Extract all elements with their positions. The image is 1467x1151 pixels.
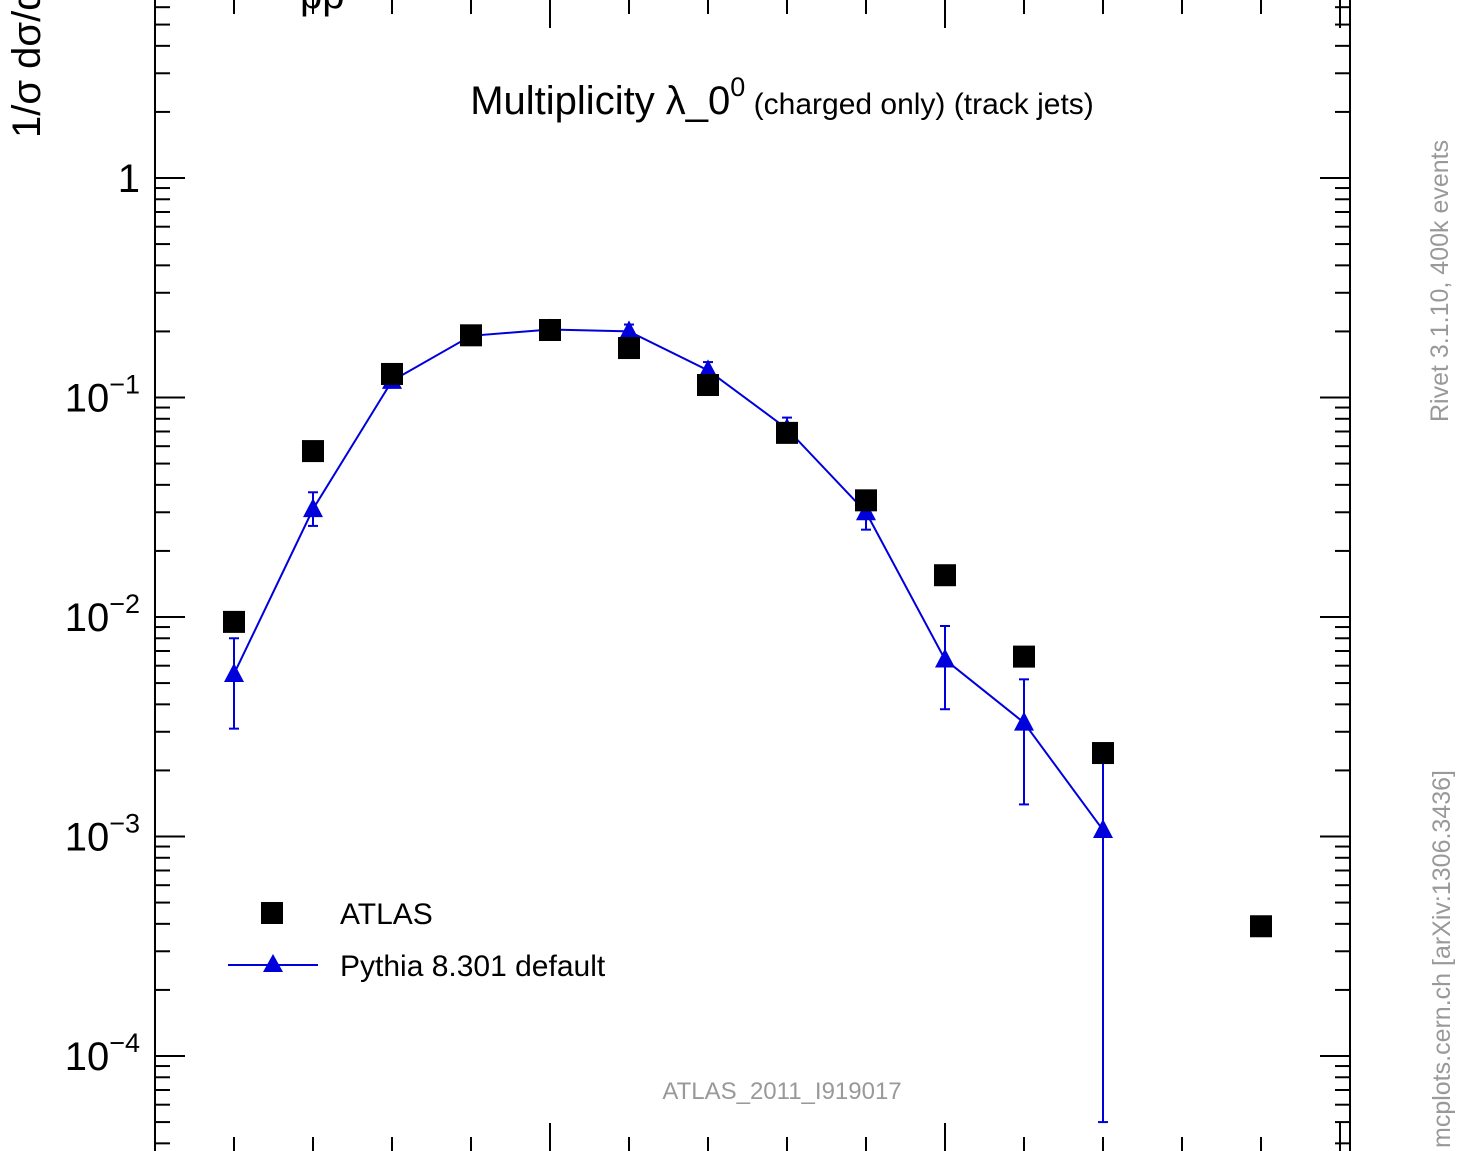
axis-ticks	[154, 0, 1350, 1151]
legend-label-atlas: ATLAS	[340, 898, 433, 931]
mcplots-label: mcplots.cern.ch [arXiv:1306.3436]	[1428, 770, 1456, 1148]
series-pythia	[224, 318, 1113, 1124]
atlas-point	[776, 421, 798, 444]
y-tick-label-base: 1	[118, 157, 140, 201]
pythia-point	[619, 320, 639, 340]
pythia-point	[698, 359, 718, 379]
y-tick-label: 1	[118, 157, 140, 201]
rivet-label: Rivet 3.1.10, 400k events	[1426, 140, 1454, 422]
y-tick-labels: 110−110−210−310−4	[65, 157, 140, 1079]
y-tick-label: 10−4	[65, 1028, 140, 1079]
pythia-point	[303, 498, 323, 518]
y-tick-label: 10−2	[65, 589, 140, 640]
pythia-point	[935, 648, 955, 668]
atlas-point	[460, 324, 482, 347]
atlas-point	[1013, 645, 1035, 668]
atlas-point	[1250, 915, 1272, 938]
y-tick-label-base: 10	[65, 596, 110, 640]
pythia-point	[1093, 819, 1113, 839]
legend: ATLAS Pythia 8.301 default	[228, 898, 606, 983]
legend-marker-pythia	[263, 954, 283, 972]
y-tick-label: 10−3	[65, 809, 140, 860]
atlas-point	[223, 610, 245, 633]
y-tick-label-exponent: −3	[109, 809, 140, 839]
atlas-point	[697, 374, 719, 397]
y-axis-label: 1/σ dσ/dN	[5, 0, 49, 138]
y-tick-label-base: 10	[65, 816, 110, 860]
chart-title: Multiplicity λ_00 (charged only) (track …	[470, 72, 1094, 123]
legend-label-pythia: Pythia 8.301 default	[340, 950, 606, 983]
atlas-point	[618, 337, 640, 360]
pythia-line	[233, 328, 1104, 831]
y-tick-label-exponent: −1	[109, 370, 140, 400]
atlas-point	[855, 489, 877, 512]
y-tick-label-base: 10	[65, 1035, 110, 1079]
atlas-point	[381, 362, 403, 385]
atlas-point	[539, 319, 561, 342]
top-partial-title: pp	[300, 0, 345, 17]
chart-title-suffix: (charged only) (track jets)	[745, 88, 1093, 121]
pythia-point	[1014, 711, 1034, 731]
y-tick-label: 10−1	[65, 370, 140, 421]
analysis-label: ATLAS_2011_I919017	[662, 1078, 901, 1105]
chart-title-superscript: 0	[730, 72, 745, 102]
atlas-point	[1092, 742, 1114, 765]
pythia-point	[224, 662, 244, 682]
plot-frame	[154, 0, 1351, 1151]
chart-title-main: Multiplicity λ_0	[470, 79, 730, 123]
atlas-point	[302, 440, 324, 463]
legend-marker-atlas	[261, 902, 283, 924]
y-tick-label-exponent: −4	[109, 1028, 140, 1058]
atlas-point	[934, 564, 956, 587]
y-tick-label-exponent: −2	[109, 589, 140, 619]
series-atlas	[223, 319, 1272, 938]
y-tick-label-base: 10	[65, 377, 110, 421]
